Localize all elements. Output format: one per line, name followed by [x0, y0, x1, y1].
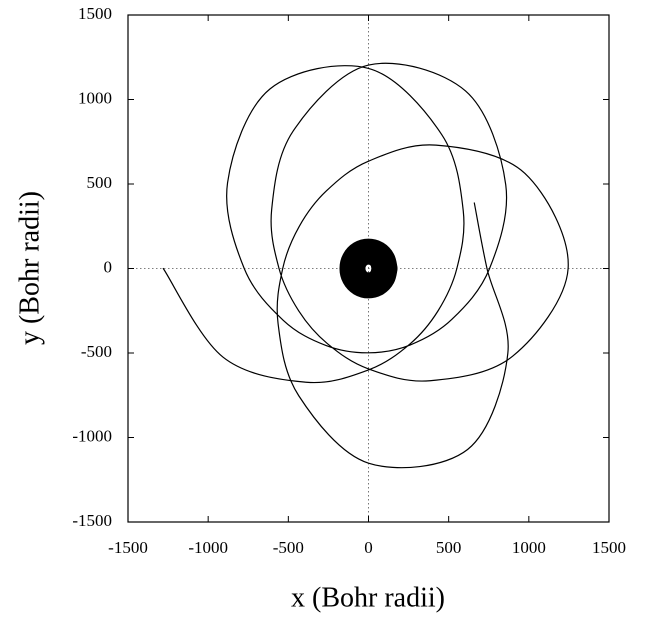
x-axis-label: x (Bohr radii) — [291, 582, 445, 613]
y-tick-label: 0 — [104, 257, 113, 276]
y-tick-label: 500 — [87, 173, 113, 192]
trajectory — [339, 238, 398, 299]
y-tick-label: -1000 — [72, 426, 112, 445]
y-axis-label: y (Bohr radii) — [14, 191, 45, 345]
y-tick-label: -500 — [81, 342, 112, 361]
y-tick-label: 1000 — [78, 88, 112, 107]
x-tick-label: 0 — [364, 538, 373, 557]
x-tick-label: 1500 — [592, 538, 626, 557]
x-tick-label: -500 — [273, 538, 304, 557]
trajectory — [162, 62, 569, 469]
plot-frame — [127, 14, 610, 523]
y-tick-label: -1500 — [72, 511, 112, 530]
x-tick-label: -1000 — [188, 538, 228, 557]
y-tick-label: 1500 — [78, 4, 112, 23]
x-tick-label: -1500 — [108, 538, 148, 557]
x-tick-label: 1000 — [512, 538, 546, 557]
x-tick-label: 500 — [436, 538, 462, 557]
